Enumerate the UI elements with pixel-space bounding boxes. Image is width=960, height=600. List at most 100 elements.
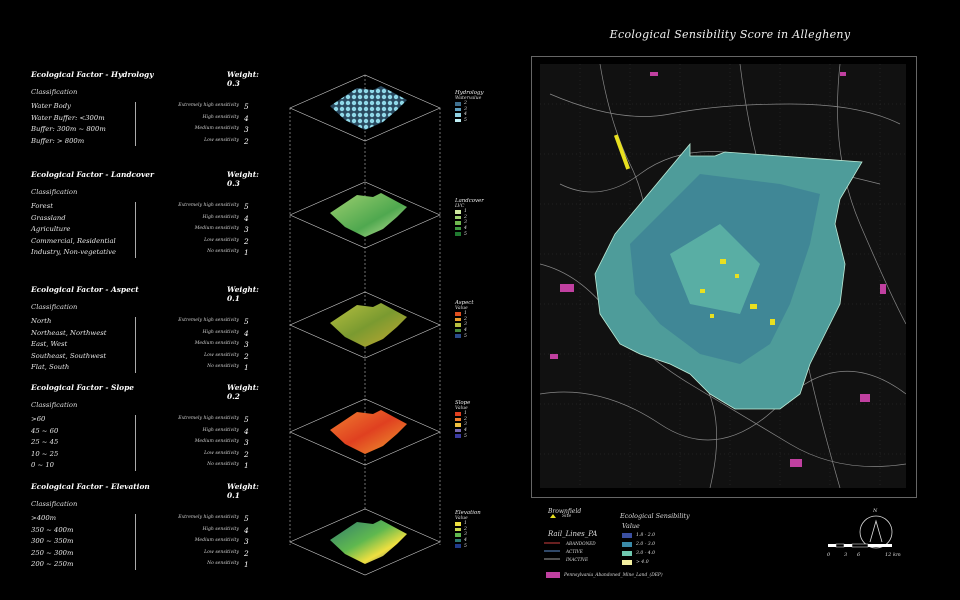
class-row: Southeast, Southwest Low sensitivity 2: [31, 352, 271, 364]
factor-weight: Weight: 0.3: [227, 170, 259, 188]
layer-legend-item: 2: [455, 417, 470, 423]
rail-active: ACTIVE: [566, 549, 583, 554]
layer-legend: Elevation Value 1 2 3 4 5: [455, 510, 481, 549]
score-value: 5: [244, 202, 249, 211]
score-value: 5: [244, 514, 249, 523]
score-value: 4: [244, 328, 249, 338]
layer-legend: Landcover LVC 1 2 3 4 5: [455, 198, 484, 237]
layer-legend-title: Elevation: [455, 510, 481, 516]
layer-legend: Aspect Value 1 2 3 4 5: [455, 300, 474, 339]
rail-inactive: INACTIVE: [566, 557, 589, 562]
sensitivity-label: Low sensitivity: [204, 450, 239, 456]
sensitivity-label: Extremely high sensitivity: [178, 103, 239, 108]
class-label: 250 ~ 300m: [31, 548, 74, 557]
sensitivity-label: No sensitivity: [207, 561, 239, 566]
layer-legend-item: 5: [455, 543, 481, 549]
sensibility-map[interactable]: [540, 64, 906, 488]
class-label: Northeast, Northwest: [31, 328, 107, 337]
sensitivity-label: Extremely high sensitivity: [178, 318, 239, 323]
scale-bar: [828, 543, 892, 548]
class-row: 45 ~ 60 High sensitivity 4: [31, 427, 271, 439]
rail-abandoned: ABANDONED: [566, 541, 596, 546]
layer-legend-sub: Value: [455, 516, 468, 521]
scale-12: 12 km: [885, 552, 901, 558]
layer-legend-item: 1: [455, 209, 484, 215]
factor-subtitle: Classification: [31, 401, 78, 409]
mine-label: Pennsylvania_Abandoned_Mine_Land_(DEP): [564, 573, 663, 578]
score-value: 2: [244, 351, 249, 361]
score-value: 1: [244, 248, 249, 257]
class-label: Buffer: > 800m: [31, 136, 85, 145]
eco-legend-item: > 4.0: [622, 560, 649, 565]
score-value: 4: [244, 213, 249, 223]
eco-legend-item: 3.0 - 4.0: [622, 551, 655, 556]
layer-plane-4: [289, 508, 441, 576]
layer-plane-3: [289, 398, 441, 466]
layer-plane-1: [289, 181, 441, 249]
class-label: Water Buffer: <300m: [31, 113, 105, 122]
class-label: 25 ~ 45: [31, 438, 59, 446]
map-frame: [531, 56, 917, 498]
layer-legend-item: 1: [455, 311, 474, 317]
class-row: Agriculture Medium sensitivity 3: [31, 225, 271, 237]
class-row: Flat, South No sensitivity 1: [31, 363, 271, 375]
factor-block: Ecological Factor - Hydrology Weight: 0.3…: [31, 70, 271, 148]
sensitivity-label: High sensitivity: [202, 427, 239, 433]
class-row: Forest Extremely high sensitivity 5: [31, 202, 271, 214]
sensitivity-label: Medium sensitivity: [194, 538, 239, 543]
class-label: 0 ~ 10: [31, 461, 54, 469]
score-value: 5: [244, 317, 249, 326]
factor-name: Ecological Factor - Aspect: [31, 285, 139, 294]
class-label: 10 ~ 25: [31, 449, 59, 458]
brownfield-title: Brownfield: [548, 508, 582, 515]
rail-line: [613, 134, 631, 170]
sensitivity-label: Medium sensitivity: [194, 126, 239, 131]
class-label: Water Body: [31, 102, 71, 110]
class-label: Flat, South: [31, 363, 70, 371]
factor-weight: Weight: 0.2: [227, 383, 259, 401]
factor-name: Ecological Factor - Landcover: [31, 170, 154, 179]
eco-legend-item: 2.0 - 3.0: [622, 542, 655, 547]
class-label: Commercial, Residential: [31, 236, 116, 245]
score-value: 2: [244, 136, 249, 146]
scale-6: 6: [857, 552, 861, 558]
score-value: 4: [244, 113, 249, 123]
layer-legend-item: 2: [455, 101, 484, 107]
layer-legend-item: 3: [455, 532, 481, 538]
score-value: 1: [244, 461, 249, 470]
sensitivity-label: Low sensitivity: [204, 549, 239, 555]
layer-legend-item: 4: [455, 538, 481, 544]
layer-legend-item: 4: [455, 226, 484, 232]
sensitivity-label: Low sensitivity: [204, 137, 239, 143]
layer-legend-sub: LVC: [455, 204, 465, 209]
class-row: 25 ~ 45 Medium sensitivity 3: [31, 438, 271, 450]
sensitivity-label: Extremely high sensitivity: [178, 203, 239, 208]
class-row: 350 ~ 400m High sensitivity 4: [31, 526, 271, 538]
layer-legend-title: Slope: [455, 400, 471, 406]
layer-legend-sub: Watervalue: [455, 96, 482, 101]
factor-subtitle: Classification: [31, 500, 78, 508]
factor-block: Ecological Factor - Slope Weight: 0.2 Clas…: [31, 383, 271, 473]
factor-subtitle: Classification: [31, 188, 78, 196]
rail-title: Rail_Lines_PA: [548, 530, 598, 538]
class-label: Industry, Non-vegetative: [31, 248, 117, 256]
score-value: 4: [244, 426, 249, 436]
class-row: Industry, Non-vegetative No sensitivity …: [31, 248, 271, 260]
sensitivity-label: Extremely high sensitivity: [178, 515, 239, 520]
factor-name: Ecological Factor - Elevation: [31, 482, 150, 491]
sensitivity-label: No sensitivity: [207, 364, 239, 369]
score-value: 3: [244, 225, 249, 234]
class-row: Commercial, Residential Low sensitivity …: [31, 237, 271, 249]
class-row: 0 ~ 10 No sensitivity 1: [31, 461, 271, 473]
layer-legend-item: 4: [455, 428, 470, 434]
class-label: East, West: [31, 340, 68, 348]
layer-plane-0: [289, 74, 441, 142]
factor-block: Ecological Factor - Landcover Weight: 0.3…: [31, 170, 271, 260]
layer-legend-item: 2: [455, 317, 474, 323]
score-value: 2: [244, 449, 249, 459]
class-label: North: [31, 317, 52, 325]
eco-title: Ecological Sensibility: [620, 512, 690, 520]
sensitivity-label: High sensitivity: [202, 114, 239, 120]
factor-block: Ecological Factor - Elevation Weight: 0.1…: [31, 482, 271, 572]
layer-legend-item: 3: [455, 220, 484, 226]
